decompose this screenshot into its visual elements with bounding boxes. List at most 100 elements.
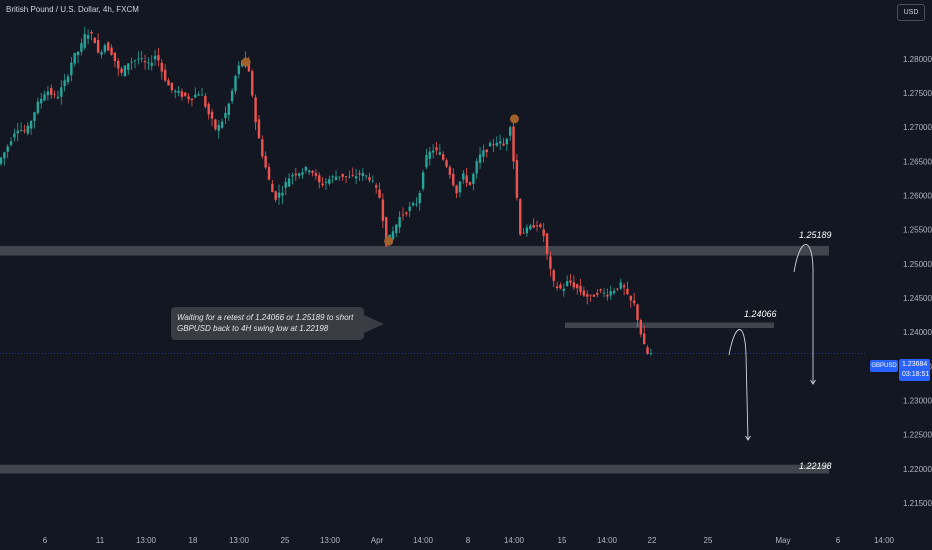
candle-body [492, 144, 495, 146]
candle-body [622, 285, 626, 288]
candle-body [90, 31, 93, 34]
candle-body [428, 151, 431, 159]
countdown-value: 03:18:51 [902, 371, 930, 378]
candle-body [582, 290, 586, 296]
candle-body [73, 52, 76, 64]
projection-curve[interactable] [728, 329, 749, 441]
candle-body [535, 225, 539, 227]
candle-body [472, 173, 475, 184]
candle-body [53, 94, 56, 96]
candle-body [586, 294, 589, 297]
candle-body [251, 71, 254, 96]
candle-body [177, 90, 180, 94]
candle-body [495, 142, 498, 146]
y-tick-label: 1.26500 [903, 157, 932, 166]
x-tick-label: 13:00 [136, 536, 157, 545]
candle-body [16, 130, 19, 134]
candle-body [70, 62, 73, 76]
candle-body [438, 152, 442, 155]
currency-button[interactable]: USD [897, 4, 925, 21]
candle-body [80, 43, 83, 52]
candle-body [130, 61, 133, 63]
candle-body [378, 189, 381, 198]
candle-body [425, 155, 428, 168]
x-tick-label: 14:00 [413, 536, 434, 545]
candle-body [606, 294, 609, 297]
x-tick-label: 13:00 [229, 536, 250, 545]
swing-point-marker[interactable] [509, 114, 519, 124]
level-zone[interactable] [0, 245, 829, 256]
candle-body [643, 333, 646, 345]
candle-body [46, 91, 50, 96]
y-tick-label: 1.25500 [903, 226, 932, 235]
candle-body [76, 51, 80, 56]
candle-body [431, 150, 435, 153]
level-label-upper: 1.25189 [799, 230, 832, 240]
candle-body [281, 192, 284, 196]
candle-body [100, 51, 103, 55]
candle-body [13, 133, 16, 138]
candle-body [418, 193, 421, 204]
candle-body [328, 179, 331, 184]
candle-body [123, 65, 127, 77]
candle-body [552, 270, 555, 281]
candle-body [50, 88, 53, 95]
candle-body [224, 112, 227, 119]
candle-body [364, 175, 368, 177]
candle-body [542, 229, 545, 236]
price-axis[interactable]: 1.28000 1.27500 1.27000 1.26500 1.26000 1.255… [903, 55, 932, 508]
candle-body [174, 90, 177, 93]
candle-body [287, 178, 291, 187]
candle-body [401, 214, 405, 216]
candle-body [143, 61, 147, 63]
candle-body [29, 121, 33, 129]
swing-markers[interactable] [241, 57, 519, 246]
candle-body [96, 40, 100, 53]
level-zone[interactable] [0, 464, 829, 474]
candle-body [351, 175, 354, 176]
candle-body [284, 181, 287, 188]
candle-body [56, 96, 60, 99]
candle-body [442, 154, 445, 160]
time-axis[interactable]: 6 11 13:00 18 13:00 25 13:00 Apr 14:00 8 14:00 15 14… [43, 536, 895, 545]
candle-body [291, 174, 294, 177]
candle-body [110, 47, 113, 55]
candle-body [612, 290, 616, 294]
x-tick-label: 13:00 [320, 536, 341, 545]
candle-body [348, 176, 351, 178]
level-zones[interactable] [0, 245, 829, 474]
candle-body [632, 300, 636, 304]
candle-body [478, 154, 482, 163]
candle-body [6, 146, 9, 152]
candle-body [368, 177, 371, 181]
candle-body [509, 127, 512, 136]
y-tick-label: 1.22500 [903, 431, 932, 440]
x-tick-label: 14:00 [504, 536, 525, 545]
candle-body [257, 119, 261, 139]
x-tick-label: 11 [96, 536, 105, 545]
y-tick-label: 1.27000 [903, 123, 932, 132]
x-tick-label: 22 [648, 536, 657, 545]
candle-body [592, 294, 596, 297]
y-tick-label: 1.25000 [903, 260, 932, 269]
swing-point-marker[interactable] [241, 57, 251, 67]
candle-body [318, 175, 321, 183]
projection-arrows[interactable] [728, 244, 816, 441]
candle-body [83, 34, 86, 48]
analysis-note[interactable]: Waiting for a retest of 1.24066 or 1.251… [171, 307, 364, 340]
candle-body [358, 173, 361, 175]
y-tick-label: 1.26000 [903, 191, 932, 200]
y-tick-label: 1.21500 [903, 499, 932, 508]
candle-body [549, 256, 552, 269]
candle-body [515, 160, 519, 198]
note-pointer [364, 315, 384, 333]
level-zone[interactable] [565, 322, 774, 328]
y-tick-label: 1.24000 [903, 328, 932, 337]
swing-point-marker[interactable] [384, 236, 394, 246]
candle-body [33, 112, 36, 121]
candle-body [338, 176, 341, 178]
candle-body [626, 288, 629, 295]
projection-curve[interactable] [793, 244, 814, 384]
candle-body [120, 68, 123, 73]
